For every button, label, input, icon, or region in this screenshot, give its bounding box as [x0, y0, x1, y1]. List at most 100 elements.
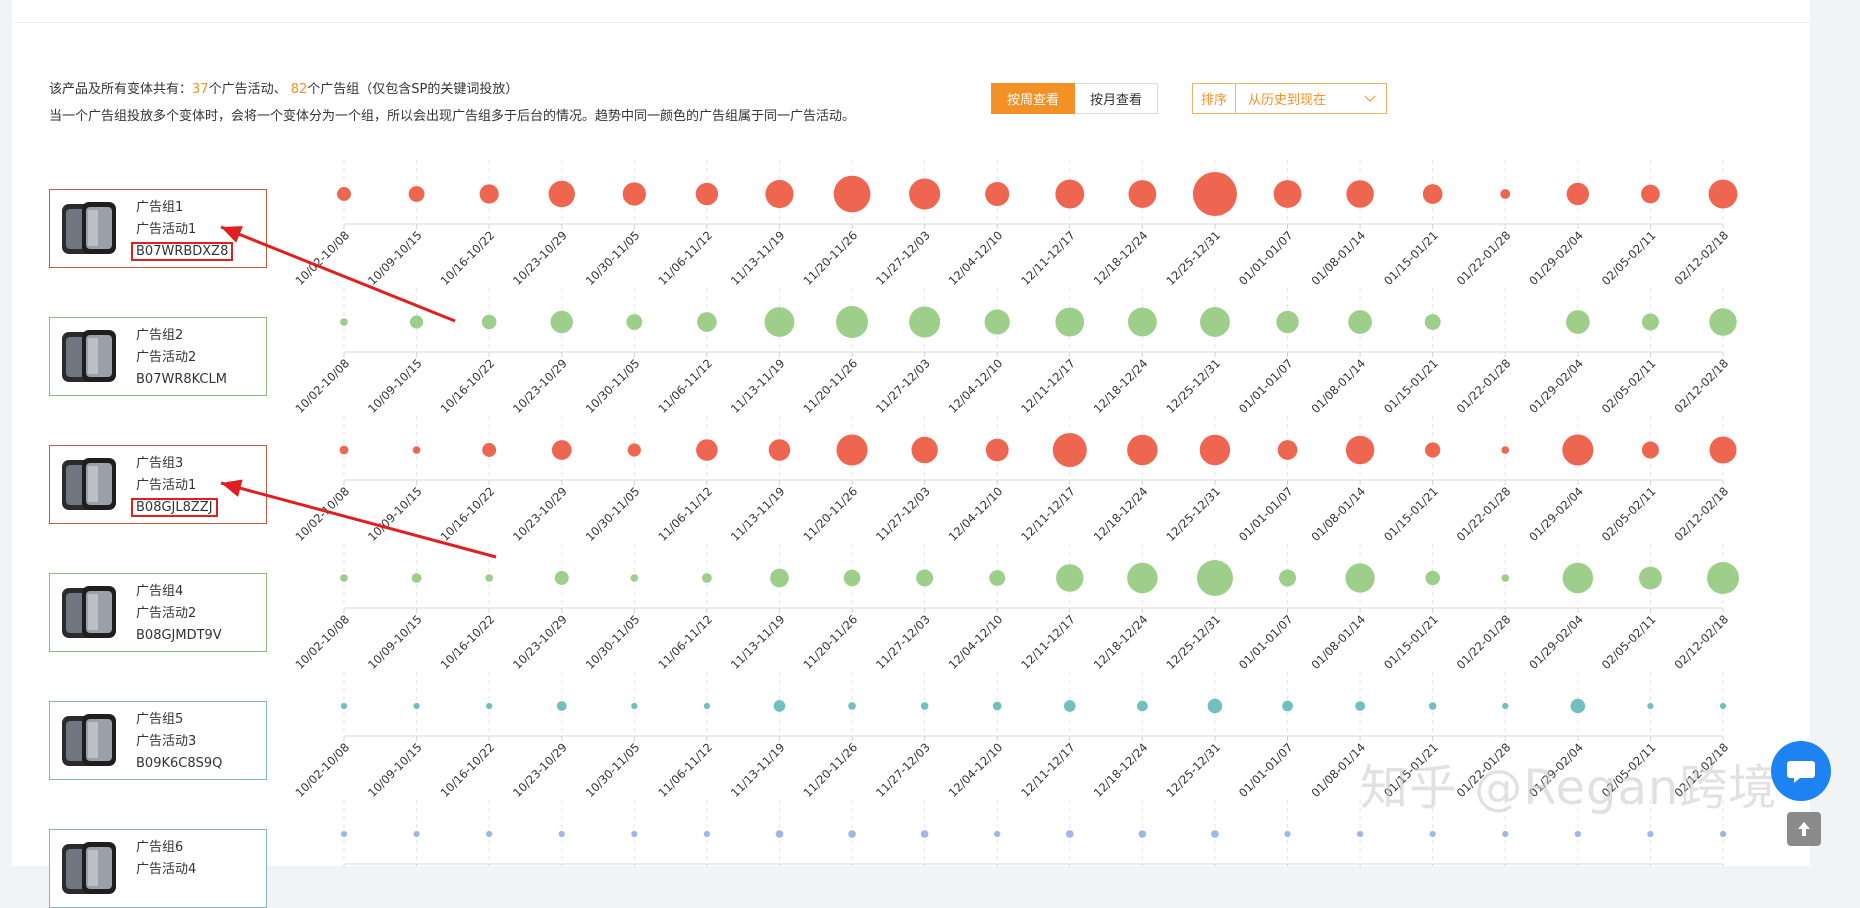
summary-prefix: 该产品及所有变体共有： — [49, 82, 193, 97]
campaign-name: 广告活动1 — [136, 478, 197, 493]
campaign-count: 37 — [192, 82, 209, 97]
data-bubble — [989, 570, 1006, 586]
data-bubble — [339, 445, 349, 455]
data-bubble — [1282, 700, 1293, 712]
sort-label: 排序 — [1193, 84, 1237, 113]
data-bubble — [848, 702, 856, 710]
annotation-arrow-line — [220, 225, 456, 323]
data-bubble — [411, 573, 422, 583]
x-tick-label: 01/29-02/04 — [1526, 356, 1586, 416]
x-tick-label: 10/16-10/22 — [438, 228, 498, 288]
data-bubble — [1192, 172, 1237, 216]
sort-selected-value: 从历史到现在 — [1248, 93, 1327, 108]
x-tick-label: 02/12-02/18 — [1671, 612, 1731, 672]
data-bubble — [701, 573, 712, 583]
x-tick-label: 12/11-12/17 — [1018, 484, 1078, 544]
adgroup-card-text: 广告组3 广告活动1 B08GJL8ZZJ — [131, 453, 218, 519]
x-tick-label: 01/22-01/28 — [1454, 484, 1514, 544]
data-bubble — [916, 569, 934, 587]
data-bubble — [1345, 563, 1375, 593]
data-bubble — [695, 182, 719, 206]
data-bubble — [1647, 702, 1654, 710]
adgroup-card[interactable]: 广告组5 广告活动3 B09K6C8S9Q — [49, 701, 267, 780]
x-tick-label: 01/08-01/14 — [1309, 356, 1369, 416]
data-bubble — [631, 702, 638, 710]
x-tick-label: 02/05-02/11 — [1599, 612, 1659, 672]
data-bubble — [843, 569, 861, 587]
data-bubble — [1500, 189, 1511, 199]
arrow-up-icon[interactable] — [1787, 812, 1821, 846]
x-tick-label: 10/09-10/15 — [365, 228, 425, 288]
monthly-view-button[interactable]: 按月查看 — [1075, 83, 1159, 114]
x-tick-label: 12/18-12/24 — [1091, 740, 1151, 800]
data-bubble — [1706, 561, 1740, 595]
x-tick-label: 01/01-01/07 — [1236, 484, 1296, 544]
data-bubble — [1356, 830, 1364, 838]
data-bubble — [909, 306, 941, 338]
data-bubble — [1638, 566, 1662, 590]
data-bubble — [1063, 700, 1076, 712]
x-tick-label: 01/29-02/04 — [1526, 228, 1586, 288]
chat-bubble-icon[interactable] — [1771, 741, 1831, 801]
adgroup-card-text: 广告组2 广告活动2 B07WR8KCLM — [136, 325, 227, 391]
x-tick-label: 11/27-12/03 — [873, 356, 933, 416]
campaign-name: 广告活动3 — [136, 734, 197, 749]
main-card — [12, 0, 1810, 866]
asin-label: B08GJL8ZZJ — [131, 498, 218, 517]
x-tick-label: 12/18-12/24 — [1091, 612, 1151, 672]
x-tick-label: 01/15-01/21 — [1381, 484, 1441, 544]
data-bubble — [1127, 562, 1158, 594]
sort-select[interactable]: 从历史到现在 — [1236, 84, 1386, 113]
x-tick-label: 11/06-11/12 — [655, 356, 715, 416]
data-bubble — [1346, 180, 1374, 208]
data-bubble — [1277, 440, 1298, 460]
adgroup-card[interactable]: 广告组3 广告活动1 B08GJL8ZZJ — [49, 445, 267, 524]
data-bubble — [1708, 179, 1738, 209]
x-tick-label: 02/12-02/18 — [1671, 356, 1731, 416]
annotation-arrow-head — [221, 479, 243, 497]
x-tick-label: 11/20-11/26 — [800, 740, 860, 800]
data-bubble — [764, 307, 795, 337]
data-bubble — [1345, 435, 1375, 465]
data-bubble — [833, 175, 871, 213]
data-bubble — [920, 702, 929, 710]
data-bubble — [1136, 700, 1148, 712]
x-tick-label: 10/23-10/29 — [510, 740, 570, 800]
summary-line-2: 当一个广告组投放多个变体时，会将一个变体分为一个组，所以会出现广告组多于后台的情… — [49, 109, 856, 124]
summary-line-1: 该产品及所有变体共有：37个广告活动、 82个广告组（仅包含SP的关键词投放） — [49, 76, 855, 103]
x-tick-label: 10/16-10/22 — [438, 484, 498, 544]
data-bubble — [1211, 830, 1219, 838]
x-tick-label: 11/27-12/03 — [873, 484, 933, 544]
data-bubble — [1502, 702, 1509, 710]
top-divider — [12, 22, 1810, 23]
data-bubble — [1425, 570, 1440, 586]
data-bubble — [1065, 830, 1074, 838]
watermark: 知乎 @Regan跨境 — [1360, 760, 1778, 816]
product-thumbnail — [62, 586, 116, 638]
product-thumbnail — [62, 714, 116, 766]
bubble-chart: 10/02-10/08 10/09-10/15 10/16-10/22 10/23-1… — [220, 160, 1740, 866]
data-bubble — [340, 702, 348, 710]
data-bubble — [554, 571, 569, 585]
x-tick-label: 11/20-11/26 — [800, 228, 860, 288]
x-tick-label: 11/06-11/12 — [655, 484, 715, 544]
x-tick-label: 10/30-11/05 — [583, 612, 643, 672]
x-tick-label: 11/06-11/12 — [655, 740, 715, 800]
x-tick-label: 10/02-10/08 — [292, 740, 352, 800]
adgroup-card[interactable]: 广告组4 广告活动2 B08GJMDT9V — [49, 573, 267, 652]
asin-label: B08GJMDT9V — [136, 628, 222, 643]
product-thumbnail — [62, 330, 116, 382]
x-tick-label: 10/23-10/29 — [510, 356, 570, 416]
data-bubble — [486, 702, 493, 710]
data-bubble — [1355, 701, 1366, 711]
x-tick-label: 12/04-12/10 — [946, 612, 1006, 672]
adgroup-card[interactable]: 广告组2 广告活动2 B07WR8KCLM — [49, 317, 267, 396]
data-bubble — [340, 318, 348, 326]
weekly-view-button[interactable]: 按周查看 — [991, 83, 1076, 114]
data-bubble — [1424, 314, 1441, 330]
sort-dropdown[interactable]: 排序 从历史到现在 — [1192, 83, 1388, 114]
adgroup-suffix: 个广告组（仅包含SP的关键词投放） — [307, 82, 519, 97]
data-bubble — [1565, 310, 1590, 334]
data-bubble — [481, 314, 497, 330]
x-tick-label: 01/01-01/07 — [1236, 356, 1296, 416]
